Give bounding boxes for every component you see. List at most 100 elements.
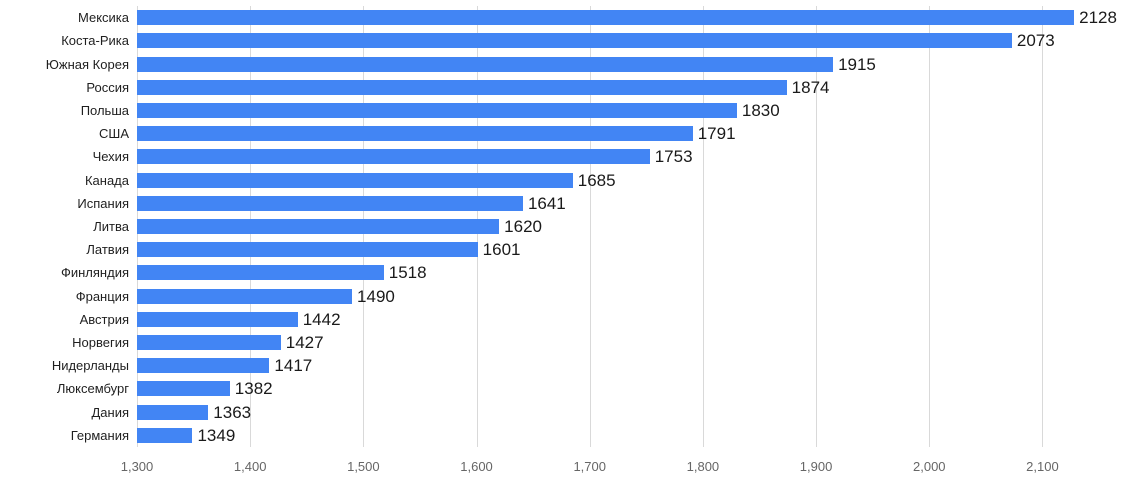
bar[interactable] [137, 427, 193, 443]
value-label: 1601 [482, 240, 521, 260]
bar-row: Литва 1620 [0, 215, 1133, 238]
bar-track: 1753 [137, 147, 1133, 167]
bar[interactable] [137, 10, 1075, 26]
x-tick-label: 1,400 [233, 459, 267, 474]
x-tick-label: 1,300 [120, 459, 154, 474]
bar-track: 1915 [137, 56, 1133, 73]
value-label: 1753 [654, 147, 693, 167]
x-tick-label: 1,800 [686, 459, 720, 474]
value-label: 1442 [302, 309, 341, 329]
bar-track: 1349 [137, 425, 1133, 445]
x-tick-label: 2,100 [1026, 459, 1059, 474]
bar-row: Финляндия 1518 [0, 261, 1133, 284]
bar-row: Южная Корея 1915 [0, 52, 1133, 75]
category-label: Финляндия [60, 265, 129, 281]
category-label: Дания [91, 404, 129, 420]
bar-row: Россия 1874 [0, 76, 1133, 99]
bar-row: Люксембург 1382 [0, 377, 1133, 400]
value-label: 1417 [274, 356, 313, 376]
value-label: 1349 [197, 425, 236, 445]
bar-track: 1417 [137, 356, 1133, 376]
bar[interactable] [137, 381, 230, 397]
bar[interactable] [137, 195, 523, 211]
bar-track: 1518 [137, 263, 1133, 283]
value-label: 2073 [1016, 31, 1055, 51]
gridline [816, 6, 818, 447]
gridline [929, 6, 931, 447]
value-label: 2128 [1079, 8, 1117, 28]
bar-track: 1442 [137, 309, 1133, 329]
bar-row: Испания 1641 [0, 192, 1133, 215]
category-label: Испания [77, 195, 129, 211]
gridline [1042, 6, 1044, 447]
bar[interactable] [137, 404, 209, 420]
bar-row: Мексика 2128 [0, 6, 1133, 29]
bar-row: Чехия 1753 [0, 145, 1133, 168]
bar-track: 2128 [137, 8, 1133, 28]
x-tick-label: 1,700 [573, 459, 606, 474]
category-label: Латвия [86, 242, 129, 258]
category-label: Канада [84, 172, 129, 188]
category-label: Нидерланды [51, 358, 129, 374]
bar-track: 2073 [137, 31, 1133, 51]
bar-track: 1685 [137, 172, 1133, 189]
category-label: Австрия [79, 311, 129, 327]
bar-track: 1490 [137, 286, 1133, 306]
bar[interactable] [137, 102, 737, 118]
category-label: Мексика [77, 10, 129, 26]
bar-track: 1791 [137, 124, 1133, 144]
x-tick-label: 1,600 [460, 459, 493, 474]
bar[interactable] [137, 126, 693, 142]
bar[interactable] [137, 33, 1012, 49]
bar[interactable] [137, 288, 353, 304]
bar[interactable] [137, 334, 281, 350]
bar-track: 1427 [137, 332, 1133, 352]
bar-row: США 1791 [0, 122, 1133, 145]
category-label: Норвегия [72, 334, 129, 350]
value-label: 1518 [388, 263, 427, 283]
bar[interactable] [137, 172, 573, 188]
bar-rows: Мексика 2128 Коста-Рика 2073 Южная Корея 1915… [0, 6, 1133, 447]
value-label: 1427 [285, 332, 324, 352]
bar[interactable] [137, 358, 270, 374]
bar-track: 1830 [137, 100, 1133, 120]
category-label: Коста-Рика [61, 33, 129, 49]
category-label: Чехия [92, 149, 129, 165]
bar-row: Латвия 1601 [0, 238, 1133, 261]
gridline [702, 6, 704, 447]
bar[interactable] [137, 218, 500, 234]
value-label: 1791 [697, 124, 736, 144]
bar[interactable] [137, 149, 650, 165]
bar[interactable] [137, 79, 787, 95]
gridline [589, 6, 591, 447]
bar-track: 1874 [137, 77, 1133, 97]
x-axis: 1,300 1,400 1,500 1,600 1,700 1,800 1,900 2,000… [121, 459, 1133, 477]
category-label: Россия [86, 79, 129, 95]
category-label: Германия [70, 427, 129, 443]
bar[interactable] [137, 242, 478, 258]
x-tick-label: 1,500 [347, 459, 380, 474]
bar-row: Франция 1490 [0, 284, 1133, 307]
bar-row: Канада 1685 [0, 168, 1133, 191]
bar-row: Нидерланды 1417 [0, 354, 1133, 377]
bar-track: 1601 [137, 240, 1133, 260]
category-label: Южная Корея [45, 56, 129, 72]
bar-row: Германия 1349 [0, 424, 1133, 447]
value-label: 1490 [357, 286, 395, 306]
value-label: 1620 [504, 216, 542, 236]
bar[interactable] [137, 311, 298, 327]
bar-row: Коста-Рика 2073 [0, 29, 1133, 52]
bar-row: Австрия 1442 [0, 308, 1133, 331]
value-label: 1641 [527, 193, 566, 213]
bar-row: Норвегия 1427 [0, 331, 1133, 354]
bar[interactable] [137, 56, 834, 72]
x-tick-label: 1,900 [799, 459, 833, 474]
bar[interactable] [137, 265, 384, 281]
category-label: Польша [80, 102, 129, 118]
value-label: 1830 [741, 100, 780, 120]
value-label: 1874 [791, 77, 830, 97]
value-label: 1363 [213, 402, 252, 422]
x-tick-label: 2,000 [912, 459, 946, 474]
bar-track: 1382 [137, 380, 1133, 397]
